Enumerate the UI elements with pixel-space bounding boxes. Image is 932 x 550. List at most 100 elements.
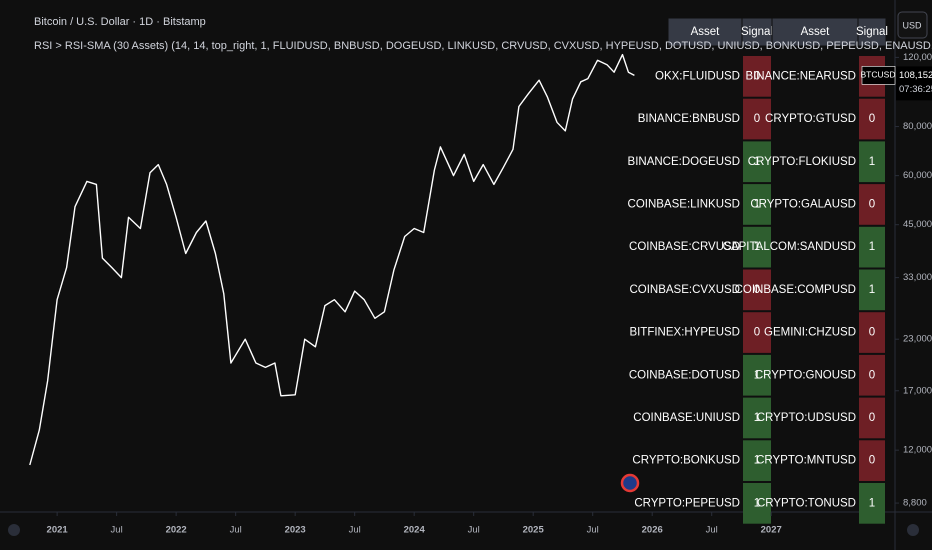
signal-cell xyxy=(743,184,771,225)
x-tick-label: 2023 xyxy=(285,525,306,536)
asset-text: OKX:FLUIDUSD xyxy=(655,70,740,82)
asset-text: COINBASE:DOTUSD xyxy=(629,369,740,381)
zoom-icon[interactable] xyxy=(8,524,20,536)
y-tick-label: 23,000 xyxy=(903,334,932,345)
asset-text: COINBASE:LINKUSD xyxy=(628,198,740,210)
x-tick-label: 2026 xyxy=(642,525,663,536)
signal-text: 1 xyxy=(869,284,875,296)
x-tick-label: Jul xyxy=(468,525,480,536)
price-line xyxy=(29,53,635,466)
asset-text: CRYPTO:GNOUSD xyxy=(755,369,856,381)
y-tick-label: 80,000 xyxy=(903,121,932,132)
y-tick-label: 8,800 xyxy=(903,498,927,509)
signal-text: 0 xyxy=(869,198,875,210)
signal-cell xyxy=(859,226,885,268)
signal-text: 0 xyxy=(754,327,760,339)
asset-text: CRYPTO:UDSUSD xyxy=(757,412,856,424)
signal-text: 0 xyxy=(754,113,760,125)
plot-area xyxy=(29,53,635,466)
signal-cell xyxy=(743,226,771,268)
asset-text: BINANCE:BNBUSD xyxy=(638,113,740,125)
signal-cell xyxy=(743,98,771,140)
asset-text: GEMINI:CHZUSD xyxy=(764,327,856,339)
signal-text: 1 xyxy=(754,412,760,424)
signal-cell xyxy=(859,184,885,225)
y-tick-label: 45,000 xyxy=(903,219,932,230)
asset-text: CRYPTO:GTUSD xyxy=(765,113,856,125)
header-text: Asset xyxy=(691,26,721,38)
x-tick-label: 2021 xyxy=(47,525,69,536)
price-tag-bg xyxy=(896,66,932,101)
signal-text: 0 xyxy=(754,70,760,82)
asset-text: BINANCE:DOGEUSD xyxy=(628,156,740,168)
x-tick-label: Jul xyxy=(587,525,599,536)
signal-cell xyxy=(859,483,885,524)
y-tick-label: 33,000 xyxy=(903,272,932,283)
signal-text: 1 xyxy=(754,497,760,509)
x-tick-label: 2027 xyxy=(761,525,782,536)
asset-text: CRYPTO:TONUSD xyxy=(757,497,856,509)
header-text: Asset xyxy=(801,26,831,38)
event-marker[interactable] xyxy=(620,473,640,493)
asset-text: CRYPTO:FLOKIUSD xyxy=(748,156,856,168)
symbol-tag-bg xyxy=(861,66,896,85)
asset-text: CRYPTO:PEPEUSD xyxy=(634,497,740,509)
signal-cell xyxy=(743,269,771,311)
asset-text: CAPITALCOM:SANDUSD xyxy=(723,241,856,253)
signal-text: 1 xyxy=(869,497,875,509)
signal-text: 1 xyxy=(869,241,875,253)
asset-text: COINBASE:CVXUSD xyxy=(629,284,740,296)
header-cell xyxy=(667,17,743,47)
price-tag-value: 108,152 xyxy=(899,70,932,81)
x-tick-label: 2025 xyxy=(523,525,545,536)
signal-text: 1 xyxy=(754,455,760,467)
signal-cell xyxy=(743,56,771,97)
signal-cell xyxy=(859,141,885,183)
y-tick-label: 12,000 xyxy=(903,445,932,456)
signal-cell xyxy=(859,397,885,439)
symbol-title: Bitcoin / U.S. Dollar · 1D · Bitstamp xyxy=(34,16,206,28)
symbol-tag: BTCUSD xyxy=(861,70,896,80)
asset-text: COINBASE:UNIUSD xyxy=(633,412,740,424)
x-tick-label: Jul xyxy=(230,525,242,536)
auto-scale-icon[interactable] xyxy=(907,524,919,536)
header-text: Signal xyxy=(856,26,888,38)
header-cell xyxy=(771,17,859,47)
signal-text: 0 xyxy=(869,369,875,381)
currency-button[interactable] xyxy=(897,11,928,39)
asset-text: BINANCE:NEARUSD xyxy=(745,70,856,82)
signal-text: 0 xyxy=(754,284,760,296)
signal-cell xyxy=(743,397,771,439)
signal-cell xyxy=(859,440,885,481)
signal-cell xyxy=(859,269,885,311)
signal-text: 0 xyxy=(869,455,875,467)
y-tick-label: 60,000 xyxy=(903,170,932,181)
signal-text: 1 xyxy=(754,198,760,210)
asset-text: CRYPTO:GALAUSD xyxy=(750,198,856,210)
signal-cell xyxy=(743,141,771,183)
asset-text: BITFINEX:HYPEUSD xyxy=(629,327,740,339)
currency-label[interactable]: USD xyxy=(902,20,922,30)
indicator-legend: RSI > RSI-SMA (30 Assets) (14, 14, top_r… xyxy=(34,40,932,52)
asset-text: CRYPTO:BONKUSD xyxy=(632,455,740,467)
signal-text: 0 xyxy=(869,113,875,125)
signal-text: 1 xyxy=(754,241,760,253)
signal-cell xyxy=(743,354,771,396)
signal-cell xyxy=(859,98,885,140)
signal-text: 1 xyxy=(869,156,875,168)
countdown: 07:36:25 xyxy=(899,84,932,95)
x-tick-label: Jul xyxy=(111,525,123,536)
signal-text: 1 xyxy=(754,156,760,168)
asset-text: COINBASE:CRVUSD xyxy=(629,241,740,253)
y-tick-label: 120,000 xyxy=(903,52,932,63)
asset-text: CRYPTO:MNTUSD xyxy=(756,455,856,467)
signal-cell xyxy=(859,354,885,396)
header-cell xyxy=(857,17,887,47)
x-tick-label: Jul xyxy=(706,525,718,536)
signal-cell xyxy=(743,483,771,524)
y-tick-label: 17,000 xyxy=(903,385,932,396)
signal-cell xyxy=(743,312,771,353)
